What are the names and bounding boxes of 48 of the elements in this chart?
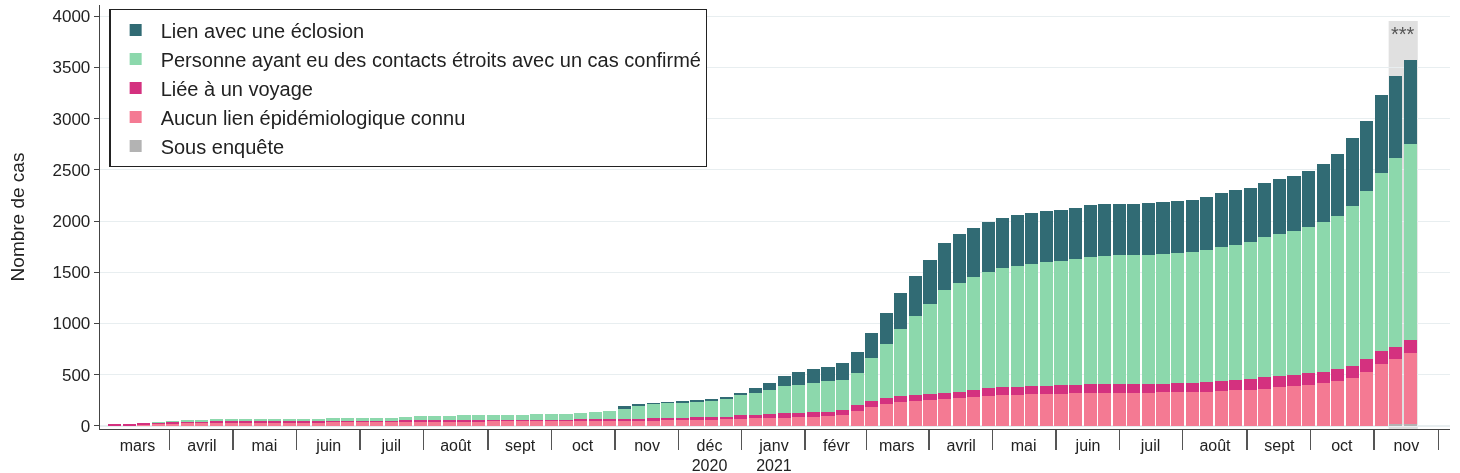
x-tick-label: juin — [315, 436, 342, 454]
bar — [1403, 353, 1418, 424]
x-tick-label: mars — [119, 436, 156, 454]
y-tick-label: 500 — [61, 365, 91, 385]
y-tick-label: 1000 — [52, 314, 91, 334]
bar — [632, 404, 646, 407]
y-tick-label: 0 — [80, 416, 91, 436]
x-tick-label: janv 2021 — [756, 436, 792, 473]
x-tick-label: sept — [505, 436, 536, 454]
x-tick-label: juin — [1074, 436, 1101, 454]
x-tick-label: sept — [1264, 436, 1296, 454]
x-tick-label: oct — [571, 436, 594, 454]
bar — [1403, 423, 1418, 426]
y-tick-label: 3000 — [52, 109, 91, 129]
x-tick-label: nov — [634, 436, 660, 454]
bar — [1403, 339, 1418, 354]
bar — [719, 397, 733, 400]
x-tick-label: avril — [187, 436, 217, 454]
legend-label: Lien avec une éclosion — [160, 19, 365, 42]
legend-label: Sous enquête — [160, 135, 285, 158]
bar — [617, 406, 631, 409]
y-tick-label: 2500 — [52, 160, 91, 180]
x-tick-label: oct — [1331, 436, 1354, 454]
y-tick-label: 2000 — [52, 212, 91, 232]
legend-label: Personne ayant eu des contacts étroits avec un cas confirmé — [160, 48, 701, 71]
y-axis-title: Nombre de cas — [7, 152, 29, 282]
bar — [1389, 423, 1403, 426]
y-tick-label: 4000 — [52, 7, 91, 27]
bar — [1403, 60, 1418, 145]
x-tick-label: mars — [878, 436, 915, 454]
x-tick-label: févr — [823, 436, 851, 454]
band-label: *** — [1391, 23, 1415, 45]
x-tick-label: août — [440, 436, 472, 454]
x-tick-label: mai — [1010, 436, 1037, 454]
bar — [1403, 144, 1418, 340]
y-tick-label: 1500 — [52, 263, 91, 283]
bar — [734, 393, 748, 396]
x-tick-label: déc 2020 — [691, 436, 728, 473]
x-tick-label: avril — [946, 436, 976, 454]
y-tick-label: 3500 — [52, 58, 91, 78]
x-tick-label: nov — [1393, 436, 1420, 454]
legend-label: Aucun lien épidémiologique connu — [160, 106, 466, 129]
x-tick-label: juil — [380, 436, 401, 454]
x-tick-label: août — [1199, 436, 1232, 454]
x-tick-label: juil — [1139, 436, 1161, 454]
x-tick-label: mai — [251, 436, 278, 454]
bar — [108, 423, 122, 426]
legend-label: Liée à un voyage — [160, 77, 313, 100]
